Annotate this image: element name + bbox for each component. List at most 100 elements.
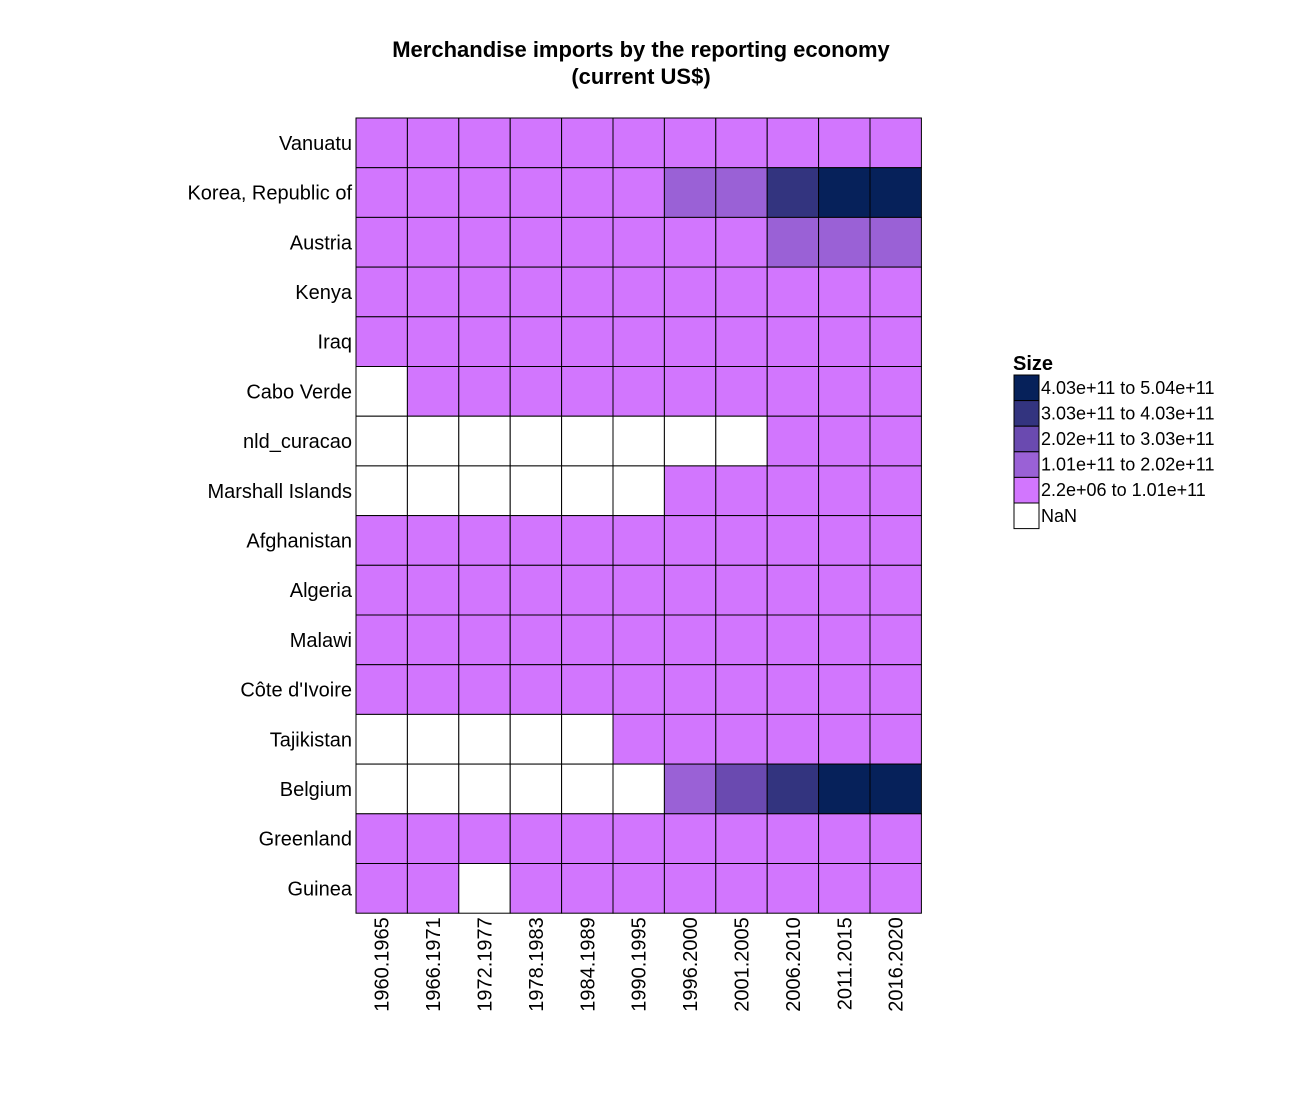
heatmap-cell [612, 713, 665, 765]
column-label: 1972.1977 [475, 917, 497, 1012]
heatmap-cell [355, 216, 408, 268]
row-label: Iraq [318, 332, 352, 354]
legend-swatch [1013, 400, 1040, 427]
heatmap-cell [766, 266, 820, 318]
heatmap-cell [869, 167, 922, 218]
heatmap-cell [766, 515, 820, 566]
heatmap-cell [355, 167, 408, 218]
column-label: 1978.1983 [526, 917, 548, 1012]
legend-swatch [1013, 451, 1040, 478]
heatmap-cell [869, 863, 922, 914]
heatmap-cell [509, 415, 563, 467]
heatmap-cell [766, 664, 820, 715]
heatmap-cell [561, 117, 614, 169]
heatmap-cell [818, 763, 871, 815]
heatmap-cell [663, 564, 717, 616]
heatmap-cell [509, 863, 563, 914]
legend-label: 3.03e+11 to 4.03e+11 [1041, 403, 1215, 423]
heatmap-cell [663, 316, 717, 367]
heatmap-cell [509, 564, 563, 616]
heatmap-cell [766, 415, 820, 467]
heatmap-cell [715, 216, 768, 268]
heatmap-cell [715, 564, 768, 616]
heatmap-cell [766, 366, 820, 417]
heatmap-cell [869, 713, 922, 765]
heatmap-cell [355, 763, 408, 815]
heatmap-cell [458, 515, 511, 566]
heatmap-cell [715, 167, 768, 218]
heatmap-cell [869, 664, 922, 715]
heatmap-cell [818, 316, 871, 367]
column-labels: 1960.1965 1966.1971 1972.1977 1978.1983 1984… [372, 917, 908, 1012]
heatmap-cell [509, 167, 563, 218]
heatmap-cell [715, 863, 768, 914]
heatmap-cell [561, 316, 614, 367]
heatmap-cell [612, 863, 665, 914]
heatmap-cell [509, 117, 563, 169]
heatmap-cell [869, 366, 922, 417]
heatmap-cell [406, 614, 460, 666]
row-labels: Vanuatu Korea, Republic of Austria Kenya Ira… [187, 133, 352, 901]
heatmap-cell [612, 664, 665, 715]
heatmap-cell [715, 614, 768, 666]
heatmap-cell [612, 266, 665, 318]
heatmap-cell [715, 515, 768, 566]
heatmap-cell [612, 763, 665, 815]
heatmap-cell [818, 713, 871, 765]
heatmap-cell [818, 863, 871, 914]
heatmap-cell [406, 465, 460, 517]
heatmap-cell [766, 713, 820, 765]
heatmap-cell [458, 713, 511, 765]
legend-title: Size [1013, 353, 1053, 375]
heatmap-cell [663, 813, 717, 864]
heatmap-cell [663, 266, 717, 318]
row-label: Kenya [295, 282, 353, 304]
heatmap-cell [715, 465, 768, 517]
heatmap-cell [509, 515, 563, 566]
legend-swatch [1013, 374, 1040, 402]
legend-swatch [1013, 476, 1040, 504]
heatmap-cell [612, 167, 665, 218]
heatmap-cell [458, 117, 511, 169]
heatmap-cell [406, 713, 460, 765]
heatmap-cell [869, 465, 922, 517]
heatmap-cell [458, 763, 511, 815]
column-label: 2011.2015 [834, 917, 856, 1010]
heatmap-cell [612, 117, 665, 169]
heatmap-cell [355, 316, 408, 367]
heatmap-cell [663, 117, 717, 169]
heatmap-cell [818, 415, 871, 467]
heatmap-cell [509, 266, 563, 318]
heatmap-cell [869, 415, 922, 467]
row-label: Austria [290, 232, 353, 254]
heatmap-cell [406, 366, 460, 417]
column-label: 1996.2000 [680, 917, 702, 1012]
heatmap-cell [561, 664, 614, 715]
heatmap-cell [612, 216, 665, 268]
row-label: Greenland [259, 829, 352, 851]
heatmap-cell [509, 614, 563, 666]
legend-label: 2.02e+11 to 3.03e+11 [1041, 429, 1215, 449]
heatmap-cell [766, 564, 820, 616]
heatmap-cell [355, 863, 408, 914]
heatmap-cell [561, 813, 614, 864]
legend-label: 1.01e+11 to 2.02e+11 [1041, 455, 1215, 475]
heatmap-cell [458, 465, 511, 517]
heatmap-cell [818, 167, 871, 218]
heatmap-cell [612, 614, 665, 666]
column-label: 1990.1995 [629, 917, 651, 1012]
row-label: Belgium [280, 779, 352, 801]
heatmap-cell [406, 266, 460, 318]
heatmap-cell [715, 664, 768, 715]
heatmap-cell [561, 216, 614, 268]
heatmap-cell [715, 316, 768, 367]
heatmap-cell [663, 515, 717, 566]
legend-label: 2.2e+06 to 1.01e+11 [1041, 480, 1206, 500]
heatmap-cell [663, 366, 717, 417]
heatmap-cell [406, 415, 460, 467]
legend-swatch [1013, 502, 1040, 530]
heatmap-cell [818, 664, 871, 715]
row-label: Korea, Republic of [187, 183, 352, 205]
heatmap-cells [355, 117, 922, 914]
